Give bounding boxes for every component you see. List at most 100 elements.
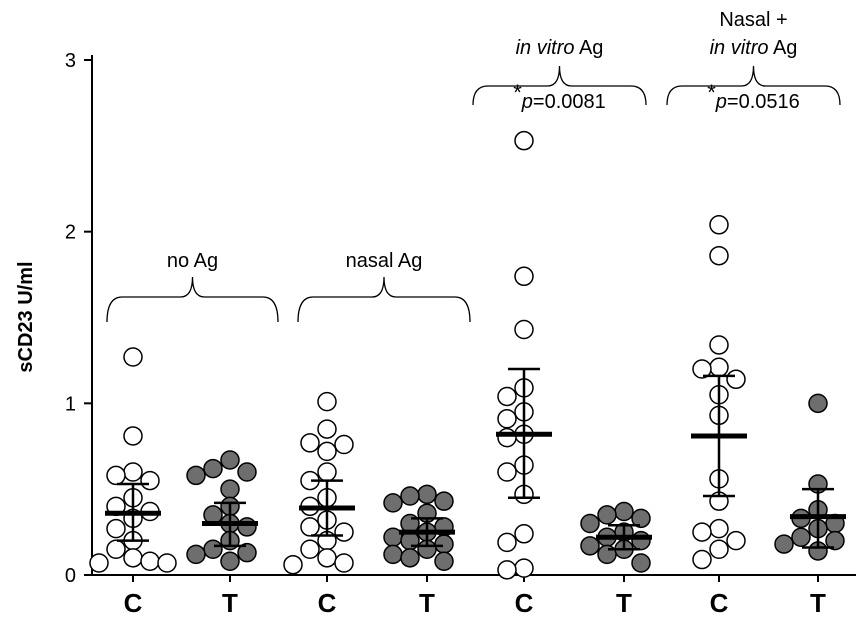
data-point (514, 319, 534, 340)
data-point (300, 539, 320, 559)
y-axis-label: sCD23 U/ml (15, 261, 37, 372)
annotation-run: Ag (574, 37, 603, 59)
data-point (140, 470, 160, 491)
data-point (237, 517, 257, 537)
data-point (709, 215, 729, 235)
data-point (317, 441, 337, 462)
data-point (434, 534, 454, 554)
data-point (317, 462, 337, 482)
data-point (106, 518, 126, 539)
data-point (497, 462, 517, 482)
annotation-text: *p=0.0081 (513, 80, 606, 113)
data-point (692, 549, 712, 570)
annotation-run: Nasal + (719, 9, 787, 31)
data-point (123, 462, 143, 482)
data-point (597, 505, 617, 525)
x-tick-label: C (515, 588, 534, 617)
data-point (334, 434, 354, 455)
data-point (497, 560, 517, 580)
data-point (709, 245, 729, 266)
data-point (726, 530, 746, 551)
annotation-run: p (521, 91, 533, 113)
annotation-text: no Ag (167, 250, 218, 272)
data-point (157, 553, 177, 573)
data-point (631, 530, 651, 551)
data-point (580, 513, 600, 534)
annotation-run: * (513, 80, 522, 105)
data-point (497, 532, 517, 553)
data-point (709, 335, 729, 355)
data-point (726, 369, 746, 390)
data-point (514, 524, 534, 544)
data-point (140, 551, 160, 572)
annotation-text: nasal Ag (346, 250, 423, 272)
x-tick-label: C (710, 588, 729, 617)
annotation-run: p (715, 91, 727, 113)
data-point (383, 493, 403, 513)
x-tick-label: T (419, 588, 435, 617)
data-point (614, 501, 634, 522)
annotation-run: * (707, 80, 716, 105)
annotation-run: Ag (768, 37, 797, 59)
y-tick-label: 2 (65, 222, 76, 244)
data-point (317, 548, 337, 568)
annotation-run: nasal Ag (346, 250, 423, 272)
data-point (334, 553, 354, 573)
data-point (631, 508, 651, 529)
annotation-run: no Ag (167, 250, 218, 272)
data-point (300, 517, 320, 537)
x-tick-label: T (810, 588, 826, 617)
data-point (317, 391, 337, 412)
data-point (317, 419, 337, 439)
data-point (825, 530, 845, 551)
data-point (220, 450, 240, 470)
data-point (497, 427, 517, 448)
data-point (383, 544, 403, 565)
data-point (400, 548, 420, 568)
data-point (774, 534, 794, 554)
data-point (709, 518, 729, 539)
data-point (237, 542, 257, 563)
data-point (692, 522, 712, 542)
data-point (709, 539, 729, 559)
data-point (106, 539, 126, 559)
data-point (514, 130, 534, 151)
annotation-run: =0.0081 (533, 91, 606, 113)
data-point (123, 426, 143, 446)
x-tick-label: C (318, 588, 337, 617)
data-point (220, 479, 240, 499)
annotation-run: in vitro (516, 37, 575, 59)
annotation-text: *p=0.0516 (707, 80, 800, 113)
bracket (297, 276, 471, 323)
data-point (580, 536, 600, 556)
annotation-text: in vitro Ag (516, 37, 604, 59)
annotation-run: =0.0516 (727, 91, 800, 113)
data-point (417, 484, 437, 505)
data-point (89, 553, 109, 573)
annotation-text: in vitro Ag (710, 37, 798, 59)
data-point (692, 359, 712, 379)
annotation-text: Nasal + (719, 9, 787, 31)
bracket (106, 276, 279, 323)
data-point (808, 393, 828, 414)
bracket (472, 65, 647, 106)
x-tick-label: C (124, 588, 143, 617)
data-point (203, 458, 223, 479)
y-tick-label: 1 (65, 393, 76, 415)
data-point (203, 539, 223, 559)
data-point (709, 357, 729, 378)
y-tick-label: 0 (65, 565, 76, 587)
bracket (666, 65, 841, 106)
x-tick-label: T (222, 588, 238, 617)
data-point (514, 266, 534, 287)
data-point (123, 347, 143, 367)
data-point (514, 558, 534, 578)
x-tick-label: T (616, 588, 632, 617)
data-point (791, 527, 811, 547)
data-point (497, 409, 517, 429)
data-point (300, 433, 320, 453)
data-point (631, 553, 651, 573)
annotation-run: in vitro (710, 37, 769, 59)
data-point (434, 551, 454, 572)
